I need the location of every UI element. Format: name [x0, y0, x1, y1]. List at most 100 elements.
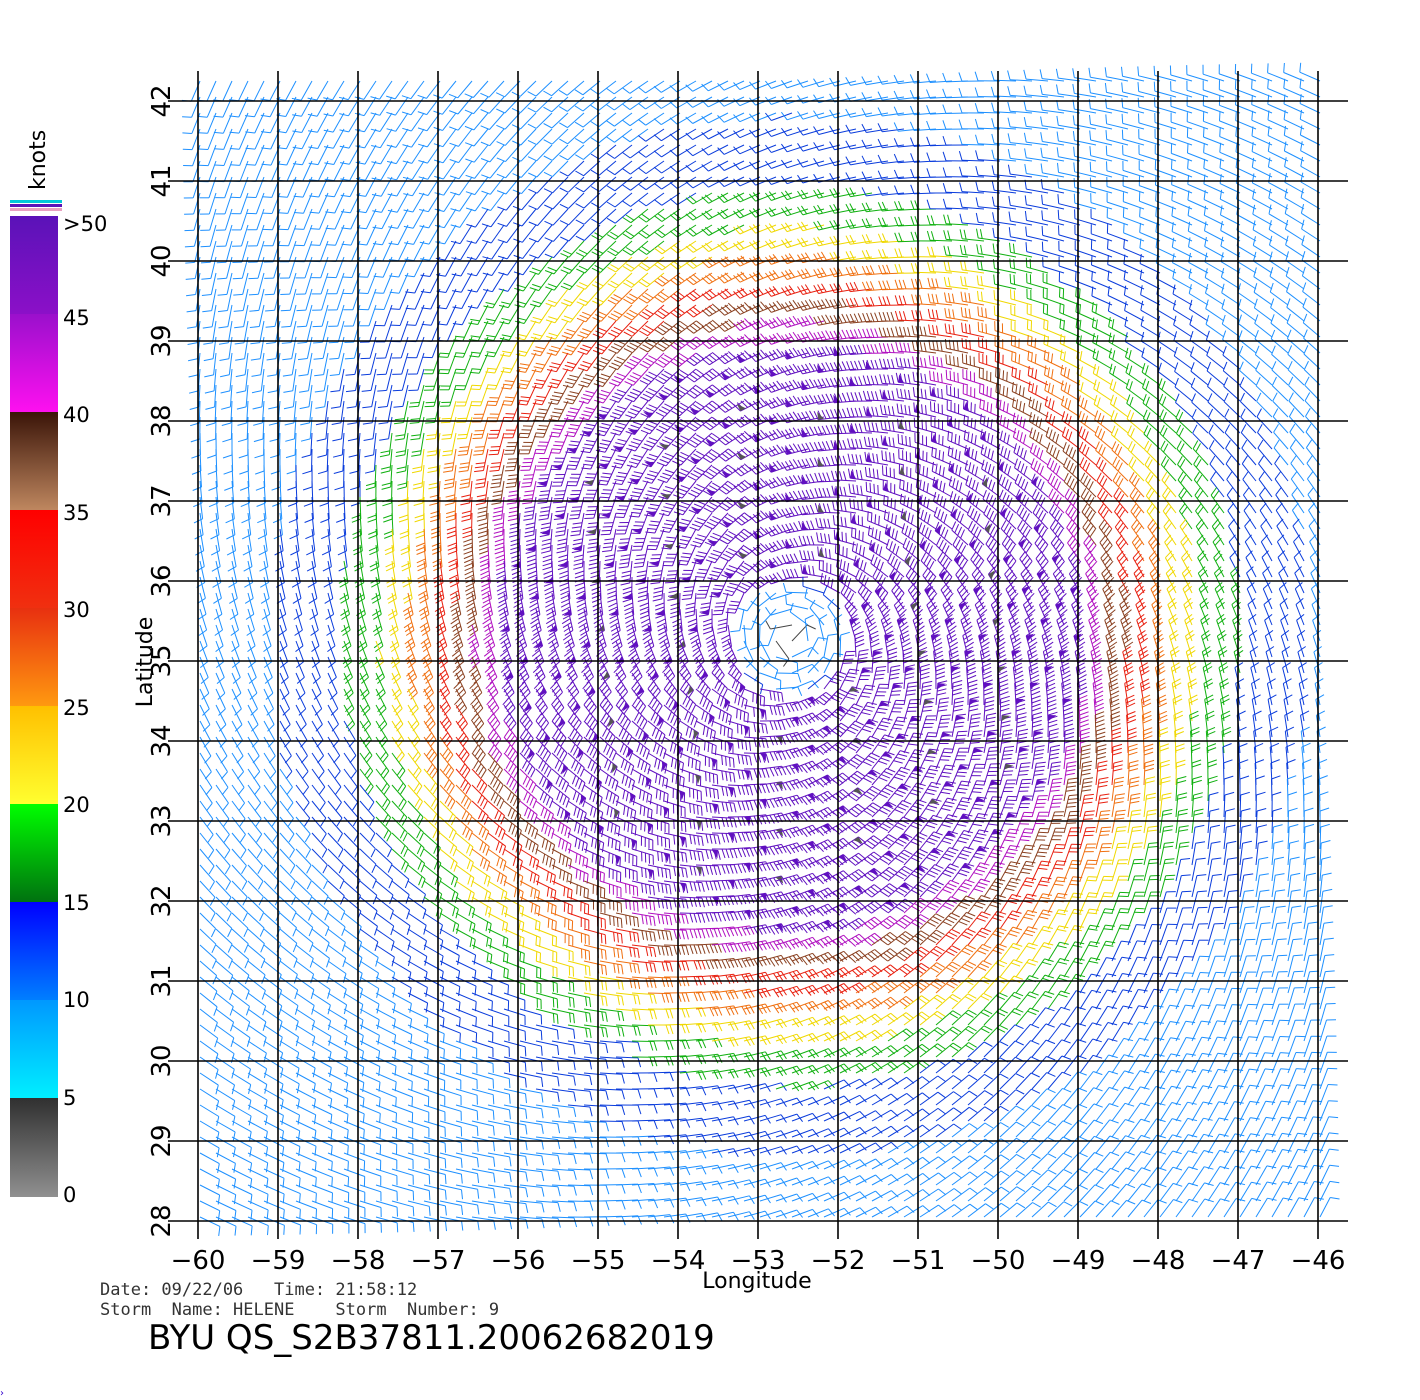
wind-barb-feather [991, 102, 995, 112]
wind-barb [476, 272, 489, 293]
wind-barb-feather [245, 147, 256, 150]
wind-barb-feather [959, 229, 963, 239]
wind-barb [257, 272, 265, 295]
wind-barb-feather [942, 151, 947, 161]
wind-barb-feather [904, 404, 907, 415]
wind-barb-feather [920, 357, 923, 367]
wind-barb [1059, 343, 1081, 354]
wind-barb [496, 400, 505, 422]
wind-barb [399, 288, 409, 310]
wind-barb-feather [621, 103, 631, 110]
wind-barb [555, 352, 569, 372]
wind-barb [850, 176, 873, 182]
wind-barb-feather [910, 247, 915, 257]
wind-barb [882, 176, 905, 180]
wind-barb-feather [1031, 383, 1034, 393]
wind-barb-feather [792, 299, 799, 309]
wind-barb [977, 143, 1001, 146]
wind-barb-feather [817, 236, 823, 246]
wind-barb-feather [780, 143, 788, 153]
wind-barb-feather [532, 333, 543, 337]
wind-barb-feather [438, 356, 448, 358]
wind-barb-feather [548, 316, 558, 320]
wind-barb-feather [613, 462, 624, 466]
wind-barb-feather [821, 457, 827, 467]
wind-barb [304, 240, 313, 262]
wind-barb-feather [566, 431, 576, 434]
wind-barb [446, 304, 457, 326]
wind-barb-feather [559, 154, 569, 161]
wind-barb [411, 128, 425, 148]
wind-barb [542, 400, 553, 422]
wind-barb-feather [846, 361, 851, 371]
wind-barb-feather [898, 201, 903, 211]
wind-barb [411, 144, 425, 164]
wind-barb [598, 176, 617, 192]
wind-barb-feather [800, 269, 808, 278]
wind-barb-feather [975, 197, 979, 207]
wind-barb [882, 144, 905, 149]
wind-barb-feather [1023, 69, 1027, 80]
wind-barb-feather [443, 466, 454, 469]
wind-barb-feather [1034, 353, 1037, 364]
wind-barb-feather [685, 245, 694, 253]
wind-barb [335, 224, 345, 246]
wind-barb-feather [788, 412, 795, 421]
wind-barb-feather [582, 447, 592, 450]
wind-barb [574, 432, 585, 454]
wind-barb-feather [236, 390, 246, 394]
wind-barb [1301, 244, 1321, 258]
wind-barb [541, 384, 553, 405]
wind-barb-feather [230, 164, 240, 166]
wind-barb-feather [1139, 269, 1143, 280]
wind-barb-feather [705, 454, 715, 461]
wind-barb [489, 160, 505, 179]
wind-barb-feather [909, 436, 911, 447]
wind-barb-feather [942, 183, 947, 193]
wind-barb-feather [614, 479, 624, 482]
wind-barb [1255, 369, 1273, 386]
wind-barb [291, 352, 297, 375]
wind-barb-feather [776, 364, 783, 373]
wind-barb-feather [1208, 424, 1214, 434]
wind-barb-feather [744, 350, 752, 358]
wind-barb-feather [403, 209, 414, 213]
wind-barb [243, 320, 249, 343]
wind-barb [1238, 323, 1257, 338]
wind-barb-feather [974, 435, 977, 445]
wind-barb [1091, 233, 1113, 242]
wind-barb [708, 80, 729, 92]
wind-barb-feather [838, 408, 843, 418]
wind-barb-feather [567, 378, 577, 382]
wind-barb-feather [861, 76, 867, 86]
wind-barb [307, 352, 313, 375]
wind-barb-feather [480, 125, 490, 130]
wind-barb-feather [1031, 367, 1034, 378]
wind-barb [538, 256, 553, 275]
wind-barb-pennant [658, 394, 669, 401]
wind-barb-feather [630, 441, 641, 445]
wind-barb-feather [606, 234, 616, 240]
wind-barb-feather [285, 454, 296, 459]
wind-barb-feather [653, 85, 662, 93]
wind-barb-feather [645, 390, 655, 396]
wind-barb-feather [912, 387, 915, 397]
wind-barb [1236, 214, 1257, 226]
wind-barb [1189, 339, 1209, 354]
wind-barb [1269, 275, 1289, 290]
wind-barb-feather [797, 158, 804, 168]
wind-barb-feather [608, 349, 618, 354]
wind-barb-feather [1011, 366, 1014, 377]
wind-barb-feather [692, 371, 701, 378]
wind-barb-feather [1000, 445, 1004, 456]
wind-barb-feather [792, 459, 799, 468]
wind-barb-feather [1173, 346, 1178, 357]
wind-barb-feather [1025, 226, 1028, 237]
wind-barb-feather [250, 342, 260, 345]
wind-barb [1138, 122, 1161, 130]
wind-barb-feather [253, 422, 263, 426]
wind-barb [337, 320, 345, 343]
wind-barb [521, 192, 537, 211]
wind-barb [1301, 228, 1321, 242]
wind-barb-feather [1018, 385, 1022, 395]
